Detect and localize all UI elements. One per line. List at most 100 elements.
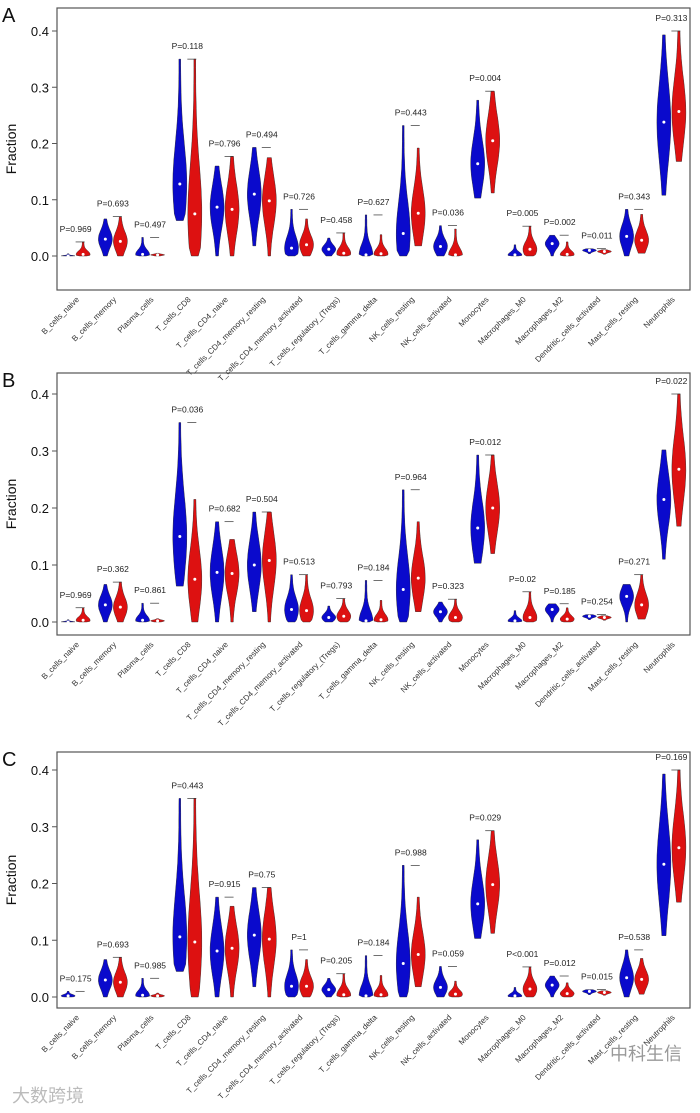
median-point: [364, 619, 368, 623]
violin-group2: [634, 214, 649, 254]
median-point: [267, 199, 271, 203]
median-point: [550, 242, 554, 246]
p-value-label: P=0.002: [544, 217, 576, 227]
median-point: [81, 252, 85, 256]
violin-group1: [470, 100, 485, 199]
violin-group1: [358, 955, 374, 998]
median-point: [491, 139, 495, 143]
violin-group1: [507, 610, 523, 623]
p-value-label: P=0.029: [469, 813, 501, 823]
y-tick-label: 0.1: [31, 558, 49, 573]
x-tick-label: Neutrophils: [642, 640, 677, 675]
watermark-right: 中科生信: [610, 1044, 682, 1065]
p-value-label: P=0.271: [618, 557, 650, 567]
p-value-label: P=0.915: [209, 879, 241, 889]
median-point: [677, 846, 681, 850]
median-point: [476, 162, 480, 166]
median-point: [513, 619, 517, 623]
median-point: [602, 990, 606, 994]
y-tick-label: 0.0: [31, 990, 49, 1005]
median-point: [416, 211, 420, 215]
x-tick-label: T_cells_CD8: [154, 1013, 193, 1052]
median-point: [327, 247, 331, 251]
median-point: [66, 994, 70, 998]
y-tick-label: 0.4: [31, 387, 49, 402]
median-point: [662, 497, 666, 501]
p-value-label: P=0.036: [432, 208, 464, 218]
violin-group1: [98, 959, 113, 998]
p-value-label: P<0.001: [506, 949, 538, 959]
median-point: [379, 618, 383, 622]
y-tick-label: 0.3: [31, 820, 49, 835]
median-point: [118, 239, 122, 243]
x-tick-label: B_cells_naive: [40, 1013, 82, 1055]
x-tick-label: Dendritic_cells_activated: [533, 640, 602, 709]
median-point: [550, 607, 554, 611]
median-point: [290, 246, 294, 250]
plot-frame: [56, 7, 691, 291]
median-point: [401, 232, 405, 235]
violin-group2: [262, 157, 277, 257]
median-point: [290, 984, 294, 988]
median-point: [141, 618, 145, 622]
median-point: [252, 192, 256, 196]
p-value-label: P=0.796: [209, 138, 241, 148]
violin-group2: [113, 581, 128, 623]
violin-group1: [135, 603, 150, 623]
violin-group2: [113, 216, 128, 257]
p-value-label: P=0.964: [395, 472, 427, 482]
x-tick-label: Monocytes: [457, 295, 491, 329]
y-tick-label: 0.1: [31, 933, 49, 948]
violin-group2: [410, 147, 426, 247]
violin-group1: [321, 605, 337, 623]
median-point: [476, 902, 480, 906]
violin-group1: [172, 58, 187, 221]
median-point: [252, 563, 256, 567]
median-point: [141, 252, 145, 256]
p-value-label: P=0.682: [209, 504, 241, 514]
p-value-label: P=0.861: [134, 585, 166, 595]
violin-group1: [172, 798, 187, 972]
p-value-label: P=0.015: [581, 972, 613, 982]
p-value-label: P=0.693: [97, 199, 129, 209]
violin-group2: [187, 58, 202, 257]
violin-group2: [448, 228, 463, 257]
median-point: [178, 182, 182, 186]
violin-group1: [284, 949, 299, 998]
median-point: [103, 978, 107, 982]
median-point: [230, 572, 234, 576]
median-point: [364, 253, 368, 257]
x-tick-label: Monocytes: [457, 1013, 491, 1047]
x-tick-label: B_cells_naive: [40, 640, 82, 682]
median-point: [491, 883, 495, 887]
p-value-label: P=0.988: [395, 847, 427, 857]
violin-group2: [560, 982, 575, 998]
median-point: [141, 993, 145, 997]
median-point: [327, 988, 331, 992]
median-point: [215, 570, 219, 574]
median-point: [550, 983, 554, 987]
x-tick-label: T_cells_regulatory_(Tregs): [268, 1013, 342, 1087]
x-tick-label: T_cells_CD4_memory_resting: [185, 640, 267, 722]
violin-group1: [507, 244, 523, 257]
violin-group2: [113, 957, 128, 998]
violin-group2: [373, 600, 389, 623]
median-point: [290, 607, 294, 611]
p-value-label: P=0.184: [358, 562, 390, 572]
median-point: [528, 987, 532, 991]
median-point: [305, 609, 309, 613]
median-point: [252, 933, 256, 937]
median-point: [401, 588, 405, 592]
median-point: [528, 615, 532, 619]
median-point: [305, 243, 309, 247]
violin-group1: [433, 225, 448, 257]
median-point: [565, 992, 569, 996]
median-point: [453, 992, 457, 996]
median-point: [267, 558, 271, 562]
median-point: [66, 254, 70, 258]
violin-group1: [135, 237, 150, 257]
y-tick-label: 0.2: [31, 501, 49, 516]
median-point: [156, 253, 160, 257]
violin-group1: [395, 865, 411, 998]
